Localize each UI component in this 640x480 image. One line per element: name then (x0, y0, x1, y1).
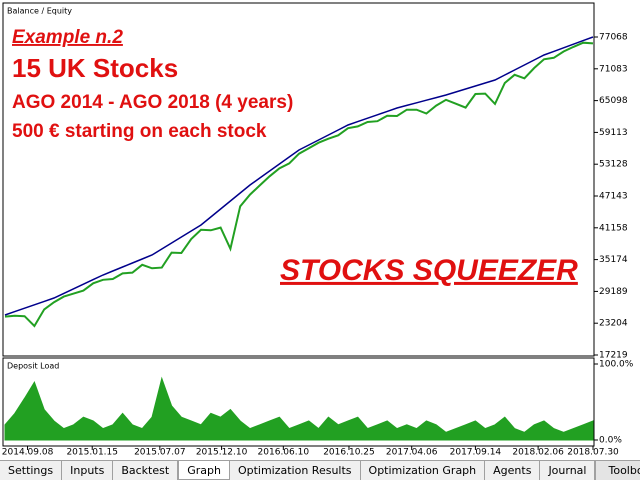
chart-title: Balance / Equity (7, 7, 72, 16)
y-tick-label: 71083 (599, 64, 628, 74)
series-line (4, 41, 594, 328)
x-tick-label: 2018.02.06 (512, 448, 564, 458)
x-tick-label: 2016.06.10 (258, 448, 310, 458)
y-tick-label: 41158 (599, 223, 628, 233)
toolbox[interactable]: Toolbox (595, 461, 640, 480)
x-tick-label: 2015.01.15 (66, 448, 118, 458)
y-tick-label: 59113 (599, 128, 628, 138)
panel-frame (2, 2, 595, 357)
deposit-area (4, 376, 594, 441)
annotation: 15 UK Stocks (12, 53, 178, 83)
tab[interactable]: Optimization Results (230, 461, 361, 480)
annotation: Example n.2 (12, 27, 123, 48)
x-tick-label: 2014.09.08 (2, 448, 54, 458)
chart: 77068 71083 65098 59113 53128 47143 41158 35174… (2, 2, 634, 458)
y-tick-label: 23204 (599, 319, 628, 329)
tab[interactable]: Optimization Graph (361, 461, 486, 480)
x-tick-label: 2017.04.06 (386, 448, 438, 458)
tab[interactable]: Graph (178, 461, 230, 480)
x-tick-label: 2015.07.07 (134, 448, 186, 458)
x-tick-label: 2018.07.30 (567, 448, 619, 458)
tab[interactable]: Backtest (113, 461, 179, 480)
annotation: STOCKS SQUEEZER (280, 254, 578, 287)
series-line (4, 36, 594, 316)
annotation: 500 € starting on each stock (12, 121, 267, 142)
y-tick-label: 47143 (599, 192, 628, 202)
y-tick-label: 0.0% (599, 436, 622, 446)
tab[interactable]: Settings (0, 461, 63, 480)
chart-title: Deposit Load (7, 362, 59, 371)
y-tick-label: 35174 (599, 255, 628, 265)
x-tick-label: 2015.12.10 (196, 448, 248, 458)
tab[interactable]: Agents (485, 461, 541, 480)
y-tick-label: 77068 (599, 33, 628, 43)
tab[interactable]: Inputs (62, 461, 114, 480)
tab-bar: Settings Inputs Backtest Graph Optimization … (0, 460, 640, 480)
y-tick-label: 100.0% (599, 360, 634, 370)
annotation: AGO 2014 - AGO 2018 (4 years) (12, 92, 293, 113)
x-tick-label: 2016.10.25 (323, 448, 375, 458)
x-tick-label: 2017.09.14 (450, 448, 502, 458)
y-tick-label: 65098 (599, 96, 628, 106)
y-tick-label: 29189 (599, 287, 628, 297)
tab[interactable]: Journal (540, 461, 596, 480)
y-tick-label: 17219 (599, 351, 628, 361)
y-tick-label: 53128 (599, 160, 628, 170)
